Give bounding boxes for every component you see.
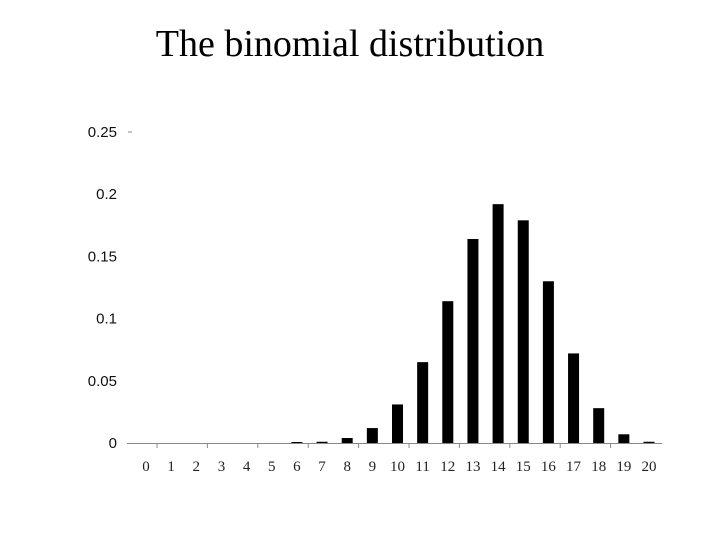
x-tick-label: 10 bbox=[390, 459, 405, 475]
y-tick-label: 0.2 bbox=[96, 186, 117, 203]
x-tick-label: 8 bbox=[343, 459, 351, 475]
y-tick-label: 0.15 bbox=[88, 248, 117, 265]
bar bbox=[392, 404, 403, 443]
x-tick-label: 19 bbox=[616, 459, 631, 475]
bar bbox=[618, 434, 630, 443]
x-tick-label: 20 bbox=[642, 459, 657, 475]
bar bbox=[542, 281, 554, 443]
y-tick-label: 0.25 bbox=[88, 124, 117, 141]
bar bbox=[366, 428, 378, 443]
bar bbox=[517, 220, 529, 443]
x-axis: 0 1 2 3 4 5 6 7 8 9 10 11 12 13 14 15 16 17 18 19 20 bbox=[127, 443, 662, 475]
bar bbox=[643, 441, 655, 443]
x-tick-label: 15 bbox=[516, 459, 531, 475]
bar-series bbox=[291, 204, 655, 443]
bar bbox=[467, 238, 479, 443]
bar bbox=[341, 438, 353, 443]
y-tick-label: 0.1 bbox=[96, 311, 117, 328]
x-tick-label: 4 bbox=[243, 459, 251, 475]
x-tick-label: 9 bbox=[369, 459, 377, 475]
x-tick-label: 5 bbox=[268, 459, 276, 475]
x-tick-label: 14 bbox=[491, 459, 507, 475]
x-tick-label: 0 bbox=[142, 459, 150, 475]
x-tick-label: 16 bbox=[541, 459, 557, 475]
x-tick-label: 17 bbox=[566, 459, 582, 475]
y-axis: 0 0.05 0.1 0.15 0.2 0.25 bbox=[88, 124, 132, 452]
y-tick-label: 0 bbox=[109, 435, 117, 452]
x-tick-label: 6 bbox=[293, 459, 301, 475]
bar bbox=[291, 442, 303, 443]
bar bbox=[568, 353, 580, 443]
bar bbox=[417, 362, 429, 443]
x-tick-label: 11 bbox=[415, 459, 429, 475]
x-tick-label: 18 bbox=[591, 459, 606, 475]
x-tick-label: 3 bbox=[218, 459, 226, 475]
x-tick-label: 2 bbox=[193, 459, 201, 475]
x-tick-label: 12 bbox=[440, 459, 455, 475]
bar bbox=[442, 301, 454, 443]
chart-title: The binomial distribution bbox=[155, 23, 545, 65]
x-tick-label: 13 bbox=[465, 459, 480, 475]
bar bbox=[492, 204, 504, 443]
bar bbox=[316, 441, 328, 443]
x-tick-label: 7 bbox=[318, 459, 326, 475]
x-tick-label: 1 bbox=[167, 459, 175, 475]
bar bbox=[593, 408, 605, 443]
y-tick-label: 0.05 bbox=[88, 373, 117, 390]
